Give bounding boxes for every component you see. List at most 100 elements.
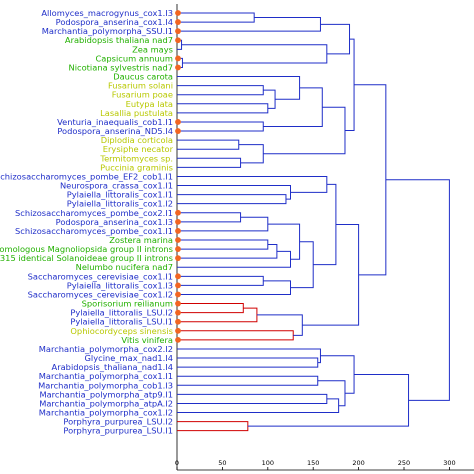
branch-n37: [177, 357, 319, 368]
branch-n19: [177, 185, 291, 200]
branch-n33: [177, 330, 294, 341]
leaf-label: Eutypa lata: [126, 99, 173, 109]
leaf-label: Pylaiella_littoralis_cox1.I1: [67, 190, 173, 200]
branch-n39: [177, 375, 319, 386]
leaf-label: Allomyces_macrogynus_cox1.I3: [41, 8, 173, 18]
leaf-label: Neurospora_crassa_cox1.I1: [60, 181, 173, 191]
leaf-label: Sporisorium reilianum: [82, 299, 173, 309]
leaf-marker-dot: [175, 28, 181, 35]
branch-n32: [177, 307, 258, 323]
leaf-marker-dot: [175, 228, 181, 234]
branch-n15: [238, 144, 264, 164]
leaf-label: Marchantia_polymorpha_cox1.I1: [39, 371, 173, 381]
branch-n12: [263, 87, 323, 127]
branch-n23: [177, 239, 269, 250]
branch-n26: [267, 223, 301, 260]
leaf-label: Arabidopsis_thaliana_nad1.I4: [52, 362, 173, 372]
branch-n22: [177, 216, 269, 232]
x-tick-label: 50: [218, 459, 226, 467]
branch-n46: [385, 179, 450, 401]
leaf-label: Marchantia_polymorpha_atpA.I2: [39, 398, 173, 408]
leaf-marker-dot: [175, 37, 181, 44]
leaf-label: Marchantia_polymorpha_atp9.I1: [39, 389, 173, 399]
leaf-label: Porphyra_purpurea_LSU.I2: [63, 417, 173, 427]
leaf-marker-dot: [175, 19, 181, 25]
branch-n40: [177, 393, 328, 404]
branch-n30: [313, 183, 337, 266]
leaf-label: Pylaiella_littoralis_cox1.I3: [67, 280, 173, 290]
leaf-label: Pylaiella_littoralis_LSU.I2: [70, 308, 173, 318]
leaf-marker-dot: [175, 291, 181, 298]
leaf-label: Porphyra_purpurea_LSU.I1: [63, 426, 173, 436]
leaf-marker-dot: [175, 10, 181, 16]
leaf-label: Nelumbo nucifera nad7: [76, 262, 173, 272]
leaf-marker-dot: [175, 327, 181, 334]
leaf-marker-dot: [175, 336, 181, 343]
leaf-label: Venturia_inaequalis_cob1.I1: [57, 117, 173, 127]
leaf-markers: [175, 10, 181, 343]
leaf-label: Puccinia graminis: [100, 162, 173, 172]
branch-n38: [177, 348, 321, 364]
leaf-label: Marchantia_polymorpha_cob1.I3: [38, 380, 173, 390]
leaf-label: Vitis vinifera: [121, 335, 173, 345]
branch-n31: [177, 303, 244, 314]
leaf-marker-dot: [175, 282, 181, 289]
leaf-label: Schizosaccharomyces_pombe_cox2.I1: [15, 208, 173, 218]
leaf-labels: Allomyces_macrogynus_cox1.I3Podospora_an…: [0, 8, 174, 436]
leaf-label: Termitomyces sp.: [99, 153, 173, 163]
branch-n43: [320, 355, 355, 394]
branch-n14: [177, 157, 242, 168]
leaf-label: Podospora_anserina_ND5.I4: [57, 126, 173, 136]
leaf-label: Schizosaccharomyces_pombe_cox1.I1: [15, 226, 173, 236]
branch-n8: [177, 103, 269, 114]
leaf-label: homologous Magnoliopsida group II intron…: [0, 244, 173, 254]
x-tick-label: 150: [307, 459, 319, 467]
leaf-label: Zostera marina: [109, 235, 173, 245]
x-tick-label: 300: [443, 459, 455, 467]
branch-n24: [177, 244, 278, 259]
leaf-marker-dot: [175, 218, 181, 225]
branch-n13: [177, 139, 240, 150]
dendrogram-branches: [177, 12, 450, 432]
x-tick-label: 100: [262, 459, 274, 467]
branch-n5: [181, 44, 328, 64]
leaf-marker-dot: [175, 246, 181, 252]
branch-n41: [177, 398, 340, 414]
leaf-label: Fusarium poae: [112, 90, 173, 100]
branch-n34: [256, 314, 303, 336]
leaf-marker-dot: [175, 55, 181, 62]
branch-n2: [177, 17, 321, 32]
branch-n42: [317, 380, 346, 407]
branch-n21: [177, 212, 242, 223]
leaf-label: Marchantia_polymorpha_cox2.I2: [39, 344, 173, 354]
branch-n6: [320, 23, 351, 55]
leaf-label: Glycine_max_nad1.I4: [85, 353, 174, 363]
branch-n25: [177, 250, 291, 268]
leaf-marker-dot: [175, 318, 181, 325]
leaf-label: Saccharomyces_cerevisiae_cox1.I1: [28, 271, 173, 281]
leaf-label: Pylaiella_littoralis_cox1.I2: [67, 199, 173, 209]
branch-n9: [263, 89, 276, 109]
leaf-marker-dot: [175, 237, 181, 243]
leaf-label: Erysiphe necator: [103, 144, 174, 154]
branch-n11: [177, 121, 264, 132]
branch-n44: [177, 421, 249, 432]
branch-n20: [177, 175, 328, 193]
leaf-marker-dot: [175, 309, 181, 316]
leaf-label: Podospora_anserina_cox1.I4: [56, 17, 173, 27]
leaf-marker-dot: [175, 273, 181, 280]
branch-n1: [177, 12, 255, 23]
branch-n16: [263, 106, 346, 155]
leaf-label: Pylaiella_littoralis_LSU.I1: [70, 317, 173, 327]
leaf-label: Nicotiana sylvestris nad7: [69, 62, 173, 72]
leaf-label: Fusarium solani: [108, 81, 173, 91]
leaf-label: Zea mays: [132, 44, 173, 54]
branch-n29: [290, 241, 314, 289]
leaf-marker-dot: [175, 209, 181, 216]
leaf-label: Marchantia_polymorpha_cox1.I2: [39, 408, 173, 418]
branch-n35: [302, 224, 360, 326]
leaf-label: Lasallia pustulata: [100, 108, 173, 118]
x-tick-label: 0: [175, 459, 179, 467]
